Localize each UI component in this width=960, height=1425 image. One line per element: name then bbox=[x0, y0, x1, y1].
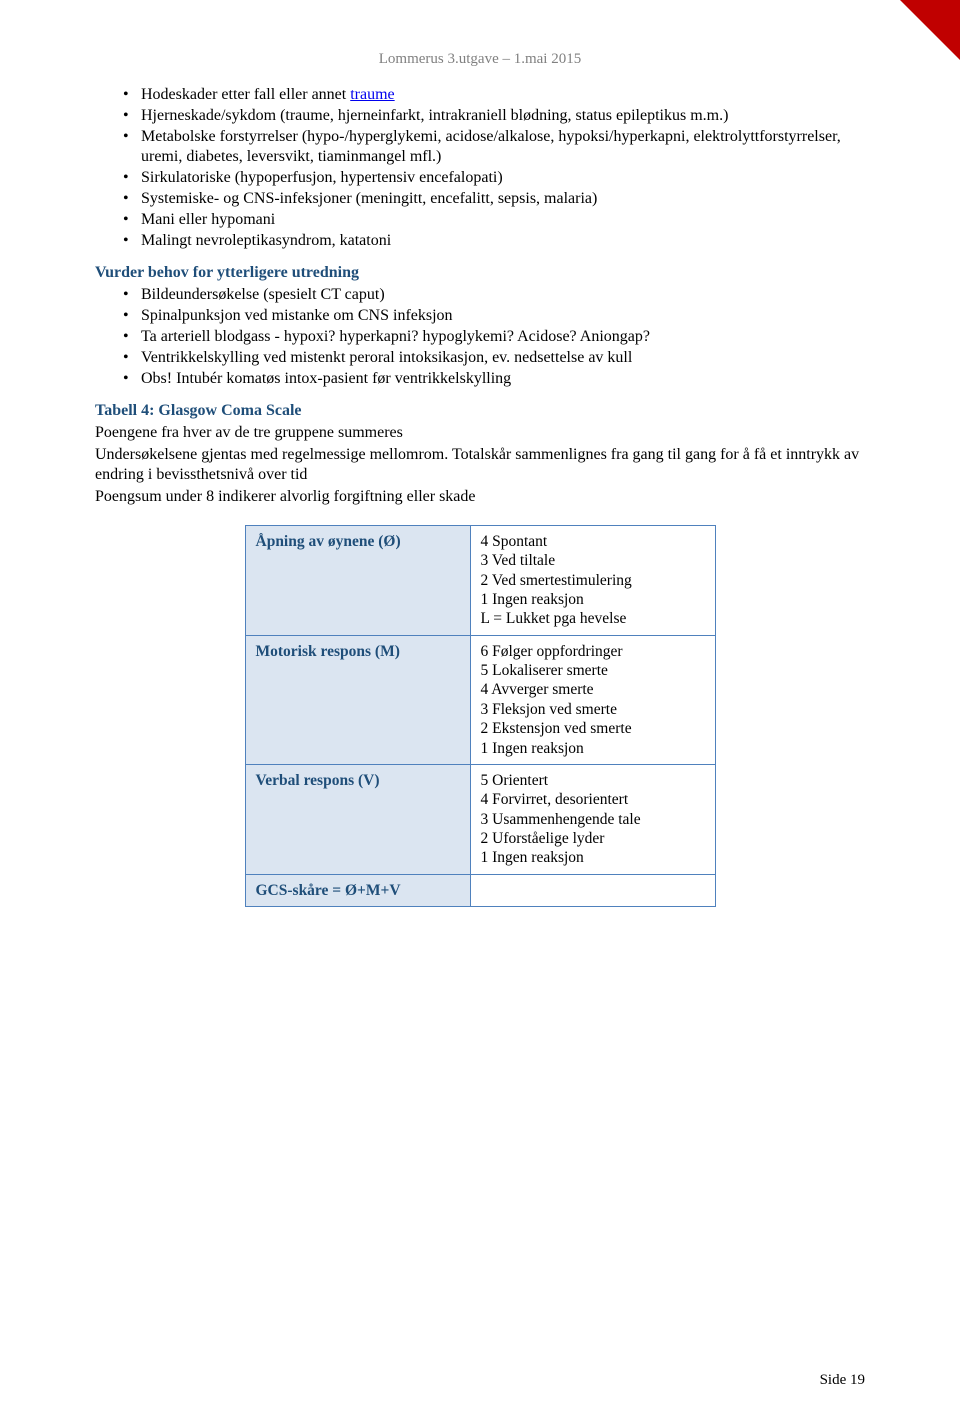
table-value-cell: 5 Orientert4 Forvirret, desorientert3 Us… bbox=[470, 764, 715, 874]
table-value-line: 4 Forvirret, desorientert bbox=[481, 790, 705, 809]
page-header: Lommerus 3.utgave – 1.mai 2015 bbox=[95, 50, 865, 69]
list-item: Obs! Intubér komatøs intox-pasient før v… bbox=[123, 369, 865, 389]
table-label-cell: Motorisk respons (M) bbox=[245, 635, 470, 764]
table-value-line: 6 Følger oppfordringer bbox=[481, 642, 705, 661]
list-item: Malingt nevroleptikasyndrom, katatoni bbox=[123, 231, 865, 251]
table-value-line: 2 Ved smertestimulering bbox=[481, 571, 705, 590]
table-value-line: 2 Uforståelige lyder bbox=[481, 829, 705, 848]
table-value-line: 5 Lokaliserer smerte bbox=[481, 661, 705, 680]
table-value-line: 1 Ingen reaksjon bbox=[481, 590, 705, 609]
table-value-cell: 4 Spontant3 Ved tiltale2 Ved smertestimu… bbox=[470, 525, 715, 635]
paragraph-line: Poengsum under 8 indikerer alvorlig forg… bbox=[95, 487, 865, 507]
list-item: Ta arteriell blodgass - hypoxi? hyperkap… bbox=[123, 327, 865, 347]
table-value-line: 3 Fleksjon ved smerte bbox=[481, 700, 705, 719]
section-heading-tabell4: Tabell 4: Glasgow Coma Scale bbox=[95, 401, 865, 421]
table-value-line: L = Lukket pga hevelse bbox=[481, 609, 705, 628]
table-empty-cell bbox=[470, 874, 715, 906]
paragraph-line: Poengene fra hver av de tre gruppene sum… bbox=[95, 423, 865, 443]
table-value-cell: 6 Følger oppfordringer5 Lokaliserer smer… bbox=[470, 635, 715, 764]
bullet-list-1: Hodeskader etter fall eller annet traume… bbox=[95, 85, 865, 251]
table-value-line: 2 Ekstensjon ved smerte bbox=[481, 719, 705, 738]
table-value-line: 3 Ved tiltale bbox=[481, 551, 705, 570]
paragraph-line: Undersøkelsene gjentas med regelmessige … bbox=[95, 445, 865, 485]
table-label-cell: Verbal respons (V) bbox=[245, 764, 470, 874]
list-item: Ventrikkelskylling ved mistenkt peroral … bbox=[123, 348, 865, 368]
bullet-list-2: Bildeundersøkelse (spesielt CT caput)Spi… bbox=[95, 285, 865, 389]
list-item: Systemiske- og CNS-infeksjoner (meningit… bbox=[123, 189, 865, 209]
list-item: Hjerneskade/sykdom (traume, hjerneinfark… bbox=[123, 106, 865, 126]
list-item: Sirkulatoriske (hypoperfusjon, hypertens… bbox=[123, 168, 865, 188]
page-footer: Side 19 bbox=[820, 1371, 865, 1390]
list-item: Hodeskader etter fall eller annet traume bbox=[123, 85, 865, 105]
table-value-line: 5 Orientert bbox=[481, 771, 705, 790]
traume-link[interactable]: traume bbox=[350, 86, 394, 103]
table-row: Verbal respons (V)5 Orientert4 Forvirret… bbox=[245, 764, 715, 874]
table-value-line: 1 Ingen reaksjon bbox=[481, 848, 705, 867]
list-item: Bildeundersøkelse (spesielt CT caput) bbox=[123, 285, 865, 305]
table-value-line: 1 Ingen reaksjon bbox=[481, 739, 705, 758]
table-row: GCS-skåre = Ø+M+V bbox=[245, 874, 715, 906]
table-label-cell: Åpning av øynene (Ø) bbox=[245, 525, 470, 635]
table-value-line: 4 Avverger smerte bbox=[481, 680, 705, 699]
table-intro-paragraph: Poengene fra hver av de tre gruppene sum… bbox=[95, 423, 865, 507]
table-value-line: 4 Spontant bbox=[481, 532, 705, 551]
list-item: Mani eller hypomani bbox=[123, 210, 865, 230]
gcs-table-wrap: Åpning av øynene (Ø)4 Spontant3 Ved tilt… bbox=[95, 525, 865, 907]
gcs-table: Åpning av øynene (Ø)4 Spontant3 Ved tilt… bbox=[245, 525, 716, 907]
table-value-line: 3 Usammenhengende tale bbox=[481, 810, 705, 829]
table-label-cell: GCS-skåre = Ø+M+V bbox=[245, 874, 470, 906]
list-item-text: Hodeskader etter fall eller annet bbox=[141, 86, 350, 103]
table-row: Motorisk respons (M)6 Følger oppfordring… bbox=[245, 635, 715, 764]
list-item: Metabolske forstyrrelser (hypo-/hypergly… bbox=[123, 127, 865, 167]
section-heading-utredning: Vurder behov for ytterligere utredning bbox=[95, 263, 865, 283]
table-row: Åpning av øynene (Ø)4 Spontant3 Ved tilt… bbox=[245, 525, 715, 635]
list-item: Spinalpunksjon ved mistanke om CNS infek… bbox=[123, 306, 865, 326]
corner-tab bbox=[900, 0, 960, 60]
